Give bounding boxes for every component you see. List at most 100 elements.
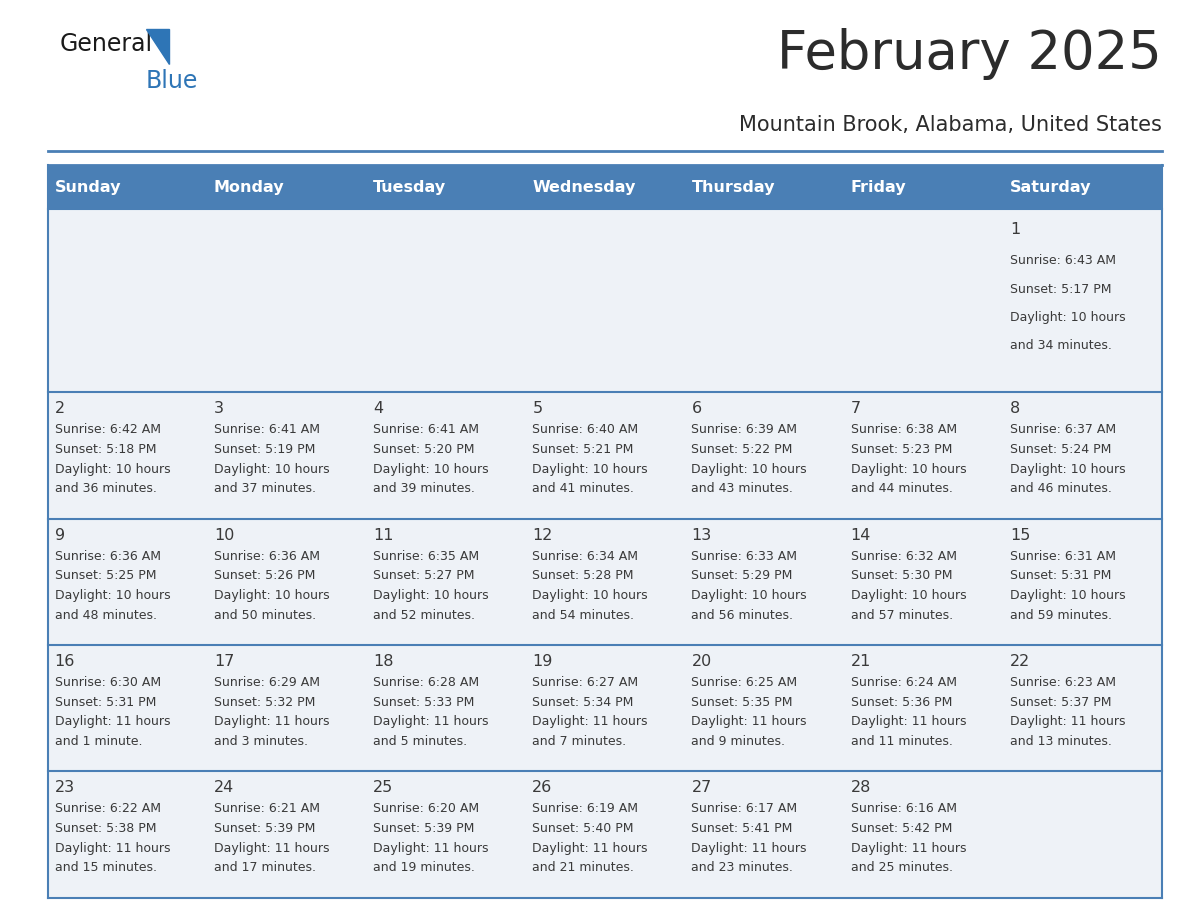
FancyBboxPatch shape <box>48 519 207 645</box>
Text: and 25 minutes.: and 25 minutes. <box>851 861 953 874</box>
Text: and 39 minutes.: and 39 minutes. <box>373 482 475 495</box>
Text: and 1 minute.: and 1 minute. <box>55 734 143 748</box>
Text: and 3 minutes.: and 3 minutes. <box>214 734 308 748</box>
Text: Daylight: 11 hours: Daylight: 11 hours <box>532 842 647 855</box>
Text: and 9 minutes.: and 9 minutes. <box>691 734 785 748</box>
Text: Daylight: 10 hours: Daylight: 10 hours <box>691 463 807 476</box>
Text: and 7 minutes.: and 7 minutes. <box>532 734 626 748</box>
Text: 28: 28 <box>851 780 871 795</box>
Text: Thursday: Thursday <box>691 180 775 195</box>
Text: Sunset: 5:31 PM: Sunset: 5:31 PM <box>1010 569 1111 582</box>
FancyBboxPatch shape <box>843 165 1003 209</box>
Text: and 43 minutes.: and 43 minutes. <box>691 482 794 495</box>
Text: and 23 minutes.: and 23 minutes. <box>691 861 794 874</box>
Text: Sunday: Sunday <box>55 180 121 195</box>
FancyBboxPatch shape <box>684 165 843 209</box>
Text: Sunset: 5:18 PM: Sunset: 5:18 PM <box>55 443 156 456</box>
FancyBboxPatch shape <box>207 645 366 771</box>
Text: 25: 25 <box>373 780 393 795</box>
Text: Sunrise: 6:19 AM: Sunrise: 6:19 AM <box>532 802 638 815</box>
Text: Sunset: 5:24 PM: Sunset: 5:24 PM <box>1010 443 1111 456</box>
Text: 1: 1 <box>1010 222 1020 237</box>
Text: Sunset: 5:36 PM: Sunset: 5:36 PM <box>851 696 952 709</box>
Text: Sunrise: 6:37 AM: Sunrise: 6:37 AM <box>1010 423 1116 436</box>
Text: Sunrise: 6:36 AM: Sunrise: 6:36 AM <box>214 550 320 563</box>
FancyBboxPatch shape <box>48 771 207 898</box>
Text: and 59 minutes.: and 59 minutes. <box>1010 609 1112 621</box>
Text: 16: 16 <box>55 654 75 669</box>
FancyBboxPatch shape <box>684 645 843 771</box>
Text: Daylight: 10 hours: Daylight: 10 hours <box>1010 311 1125 324</box>
Text: Sunset: 5:33 PM: Sunset: 5:33 PM <box>373 696 474 709</box>
Text: 24: 24 <box>214 780 234 795</box>
Text: Sunrise: 6:32 AM: Sunrise: 6:32 AM <box>851 550 956 563</box>
FancyBboxPatch shape <box>684 519 843 645</box>
Text: Sunrise: 6:22 AM: Sunrise: 6:22 AM <box>55 802 160 815</box>
Text: Sunset: 5:30 PM: Sunset: 5:30 PM <box>851 569 952 582</box>
FancyBboxPatch shape <box>1003 519 1162 645</box>
Text: Daylight: 10 hours: Daylight: 10 hours <box>55 463 170 476</box>
Text: 22: 22 <box>1010 654 1030 669</box>
Text: 27: 27 <box>691 780 712 795</box>
FancyBboxPatch shape <box>366 209 525 393</box>
Text: Sunrise: 6:42 AM: Sunrise: 6:42 AM <box>55 423 160 436</box>
FancyBboxPatch shape <box>684 209 843 393</box>
Text: 12: 12 <box>532 528 552 543</box>
Text: 14: 14 <box>851 528 871 543</box>
Text: Sunrise: 6:28 AM: Sunrise: 6:28 AM <box>373 676 479 689</box>
Text: Sunrise: 6:35 AM: Sunrise: 6:35 AM <box>373 550 479 563</box>
Text: 13: 13 <box>691 528 712 543</box>
Text: Sunset: 5:42 PM: Sunset: 5:42 PM <box>851 822 952 835</box>
Text: Sunset: 5:38 PM: Sunset: 5:38 PM <box>55 822 156 835</box>
Text: Daylight: 10 hours: Daylight: 10 hours <box>851 463 966 476</box>
Text: Sunrise: 6:20 AM: Sunrise: 6:20 AM <box>373 802 479 815</box>
FancyBboxPatch shape <box>843 209 1003 393</box>
FancyBboxPatch shape <box>525 393 684 519</box>
Text: Daylight: 10 hours: Daylight: 10 hours <box>214 463 329 476</box>
Text: Sunrise: 6:23 AM: Sunrise: 6:23 AM <box>1010 676 1116 689</box>
Text: Daylight: 10 hours: Daylight: 10 hours <box>373 589 488 602</box>
Text: Sunrise: 6:36 AM: Sunrise: 6:36 AM <box>55 550 160 563</box>
FancyBboxPatch shape <box>525 645 684 771</box>
Text: 18: 18 <box>373 654 393 669</box>
FancyBboxPatch shape <box>48 645 207 771</box>
Text: Sunrise: 6:24 AM: Sunrise: 6:24 AM <box>851 676 956 689</box>
Text: Daylight: 11 hours: Daylight: 11 hours <box>1010 715 1125 728</box>
Text: and 34 minutes.: and 34 minutes. <box>1010 340 1112 353</box>
Text: Sunrise: 6:41 AM: Sunrise: 6:41 AM <box>373 423 479 436</box>
Text: Daylight: 10 hours: Daylight: 10 hours <box>532 463 647 476</box>
Text: 11: 11 <box>373 528 393 543</box>
Text: and 54 minutes.: and 54 minutes. <box>532 609 634 621</box>
FancyBboxPatch shape <box>1003 209 1162 393</box>
Text: 10: 10 <box>214 528 234 543</box>
Text: 20: 20 <box>691 654 712 669</box>
Text: Sunset: 5:39 PM: Sunset: 5:39 PM <box>373 822 474 835</box>
Text: and 48 minutes.: and 48 minutes. <box>55 609 157 621</box>
Text: Daylight: 11 hours: Daylight: 11 hours <box>691 842 807 855</box>
Text: Mountain Brook, Alabama, United States: Mountain Brook, Alabama, United States <box>739 115 1162 135</box>
FancyBboxPatch shape <box>1003 393 1162 519</box>
FancyBboxPatch shape <box>684 393 843 519</box>
Text: 26: 26 <box>532 780 552 795</box>
Text: Daylight: 11 hours: Daylight: 11 hours <box>55 715 170 728</box>
Text: and 36 minutes.: and 36 minutes. <box>55 482 157 495</box>
Text: Blue: Blue <box>146 69 198 93</box>
Text: Daylight: 11 hours: Daylight: 11 hours <box>851 715 966 728</box>
Text: Saturday: Saturday <box>1010 180 1092 195</box>
FancyBboxPatch shape <box>525 519 684 645</box>
Text: Sunset: 5:22 PM: Sunset: 5:22 PM <box>691 443 792 456</box>
Text: February 2025: February 2025 <box>777 28 1162 80</box>
FancyBboxPatch shape <box>207 209 366 393</box>
Text: Sunset: 5:29 PM: Sunset: 5:29 PM <box>691 569 792 582</box>
Text: 9: 9 <box>55 528 65 543</box>
Text: 15: 15 <box>1010 528 1030 543</box>
Text: Sunset: 5:25 PM: Sunset: 5:25 PM <box>55 569 156 582</box>
Text: Daylight: 11 hours: Daylight: 11 hours <box>55 842 170 855</box>
Text: 7: 7 <box>851 401 861 417</box>
Text: and 41 minutes.: and 41 minutes. <box>532 482 634 495</box>
Text: Sunrise: 6:40 AM: Sunrise: 6:40 AM <box>532 423 638 436</box>
FancyBboxPatch shape <box>525 771 684 898</box>
Text: General: General <box>59 32 152 56</box>
FancyBboxPatch shape <box>1003 645 1162 771</box>
Text: and 44 minutes.: and 44 minutes. <box>851 482 953 495</box>
